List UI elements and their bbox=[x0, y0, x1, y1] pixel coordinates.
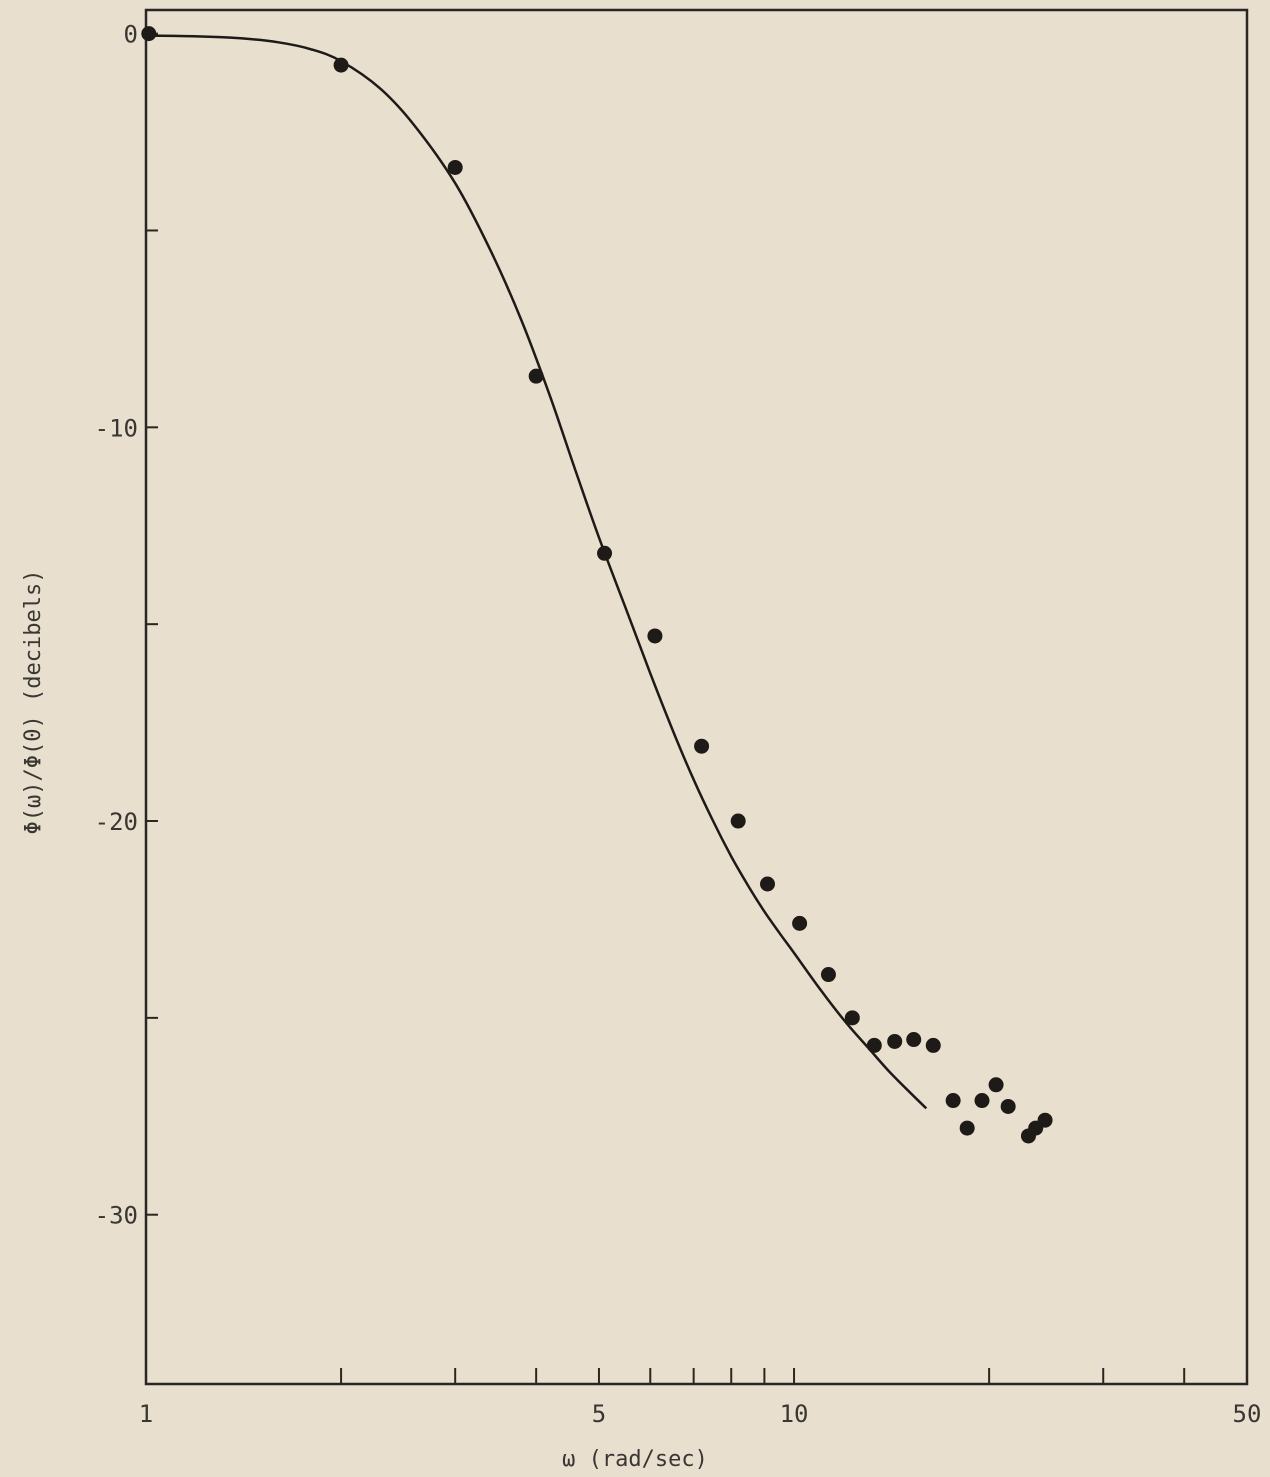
fit-curve bbox=[145, 34, 928, 1110]
data-points bbox=[141, 26, 1053, 1144]
data-point bbox=[447, 159, 463, 175]
y-tick-label: 0 bbox=[124, 21, 138, 49]
x-tick-label: 1 bbox=[139, 1400, 153, 1428]
data-point bbox=[974, 1093, 990, 1109]
data-point bbox=[141, 26, 157, 42]
plot-frame bbox=[144, 8, 1249, 1386]
data-point bbox=[759, 876, 775, 892]
data-point bbox=[844, 1010, 860, 1026]
y-ticks: 0 -10 -20 -30 bbox=[95, 21, 158, 1230]
data-point bbox=[906, 1032, 922, 1048]
data-point bbox=[945, 1093, 961, 1109]
data-point bbox=[333, 57, 349, 73]
fit-curve-group bbox=[145, 34, 928, 1110]
y-tick-label: -20 bbox=[95, 808, 138, 836]
y-tick-label: -30 bbox=[95, 1202, 138, 1230]
y-axis-label: Φ(ω)/Φ(0) (decibels) bbox=[21, 570, 46, 835]
data-point bbox=[597, 545, 613, 561]
data-point bbox=[1000, 1098, 1016, 1114]
data-point bbox=[694, 738, 710, 754]
data-point bbox=[792, 915, 808, 931]
x-ticks: 1 5 10 50 bbox=[139, 1368, 1262, 1428]
data-point bbox=[866, 1037, 882, 1053]
data-point bbox=[988, 1077, 1004, 1093]
y-tick-label: -10 bbox=[95, 414, 138, 442]
x-tick-label: 50 bbox=[1233, 1400, 1262, 1428]
data-point bbox=[528, 368, 544, 384]
data-point bbox=[730, 813, 746, 829]
data-point bbox=[1037, 1112, 1053, 1128]
data-point bbox=[647, 628, 663, 644]
x-axis-label: ω (rad/sec) bbox=[562, 1447, 708, 1472]
data-point bbox=[887, 1033, 903, 1049]
x-tick-label: 5 bbox=[592, 1400, 606, 1428]
data-point bbox=[959, 1120, 975, 1136]
x-tick-label: 10 bbox=[780, 1400, 809, 1428]
data-point bbox=[820, 967, 836, 983]
data-point bbox=[925, 1037, 941, 1053]
